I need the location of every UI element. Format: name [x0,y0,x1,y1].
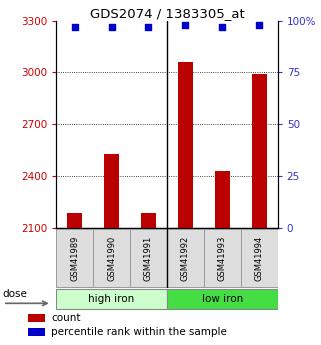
Text: percentile rank within the sample: percentile rank within the sample [51,327,227,337]
Title: GDS2074 / 1383305_at: GDS2074 / 1383305_at [90,7,244,20]
Bar [67,213,82,228]
Text: dose: dose [3,289,28,299]
Text: GSM41992: GSM41992 [181,235,190,280]
Text: GSM41990: GSM41990 [107,235,116,280]
Bar [252,74,266,228]
Text: GSM41994: GSM41994 [255,235,264,280]
Bar [104,154,119,228]
Text: GSM41993: GSM41993 [218,235,227,280]
Bar [28,314,45,322]
Bar [241,229,278,287]
Bar [215,171,230,228]
Point [109,24,114,30]
Text: high iron: high iron [88,294,135,304]
Bar [141,213,156,228]
Bar [56,229,93,287]
Bar [130,229,167,287]
Bar [28,328,45,336]
Point [256,22,262,28]
Bar [204,229,241,287]
Text: GSM41989: GSM41989 [70,235,79,280]
Text: count: count [51,313,81,323]
Point [183,22,188,28]
Point [146,24,151,30]
Bar [167,289,278,309]
Point [220,24,225,30]
Bar [56,289,167,309]
Point [72,24,77,30]
Text: GSM41991: GSM41991 [144,235,153,280]
Bar [178,62,193,228]
Text: low iron: low iron [202,294,243,304]
Bar [93,229,130,287]
Bar [167,229,204,287]
